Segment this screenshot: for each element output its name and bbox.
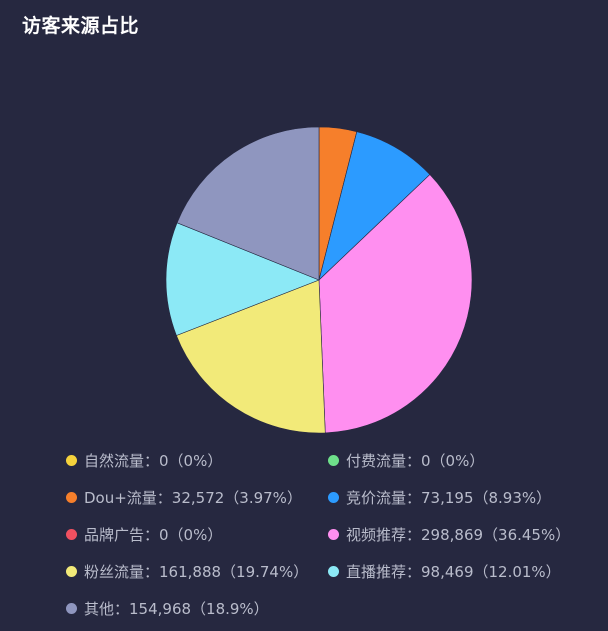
legend-dot	[66, 529, 77, 540]
legend-label: 品牌广告：0（0%）	[84, 526, 223, 544]
legend-item-4[interactable]: 品牌广告：0（0%）	[66, 524, 328, 545]
legend-dot	[328, 566, 339, 577]
legend-dot	[66, 603, 77, 614]
pie-slice-5[interactable]	[318, 174, 473, 434]
legend-dot	[328, 529, 339, 540]
legend-row: Dou+流量：32,572（3.97%） 竞价流量：73,195（8.93%）	[66, 479, 606, 516]
legend-label: 直播推荐：98,469（12.01%）	[346, 563, 561, 581]
legend-item-6[interactable]: 粉丝流量：161,888（19.74%）	[66, 561, 328, 582]
legend-dot	[328, 455, 339, 466]
legend-row: 其他：154,968（18.9%）	[66, 590, 606, 627]
pie-chart	[165, 126, 473, 434]
legend-dot	[66, 566, 77, 577]
legend-item-5[interactable]: 视频推荐：298,869（36.45%）	[328, 524, 570, 545]
legend-item-1[interactable]: 付费流量：0（0%）	[328, 450, 484, 471]
pie-slice-6[interactable]	[176, 279, 326, 434]
pie-slice-7[interactable]	[165, 222, 320, 336]
legend-row: 粉丝流量：161,888（19.74%） 直播推荐：98,469（12.01%）	[66, 553, 606, 590]
legend-item-0[interactable]: 自然流量：0（0%）	[66, 450, 328, 471]
legend-label: 其他：154,968（18.9%）	[84, 600, 269, 618]
legend-item-3[interactable]: 竞价流量：73,195（8.93%）	[328, 487, 551, 508]
legend-label: Dou+流量：32,572（3.97%）	[84, 489, 302, 507]
legend-dot	[328, 492, 339, 503]
legend-dot	[66, 455, 77, 466]
pie-slice-3[interactable]	[318, 131, 431, 281]
legend-row: 品牌广告：0（0%） 视频推荐：298,869（36.45%）	[66, 516, 606, 553]
legend-label: 自然流量：0（0%）	[84, 452, 223, 470]
legend-label: 付费流量：0（0%）	[346, 452, 485, 470]
legend-row: 自然流量：0（0%） 付费流量：0（0%）	[66, 442, 606, 479]
legend-label: 粉丝流量：161,888（19.74%）	[84, 563, 309, 581]
chart-title: 访客来源占比	[22, 15, 140, 37]
legend-item-8[interactable]: 其他：154,968（18.9%）	[66, 598, 328, 619]
legend-dot	[66, 492, 77, 503]
legend-label: 竞价流量：73,195（8.93%）	[346, 489, 552, 507]
legend: 自然流量：0（0%） 付费流量：0（0%） Dou+流量：32,572（3.97%）…	[66, 442, 606, 627]
legend-label: 视频推荐：298,869（36.45%）	[346, 526, 571, 544]
legend-item-2[interactable]: Dou+流量：32,572（3.97%）	[66, 487, 328, 508]
legend-item-7[interactable]: 直播推荐：98,469（12.01%）	[328, 561, 561, 582]
pie-slice-8[interactable]	[176, 126, 320, 281]
